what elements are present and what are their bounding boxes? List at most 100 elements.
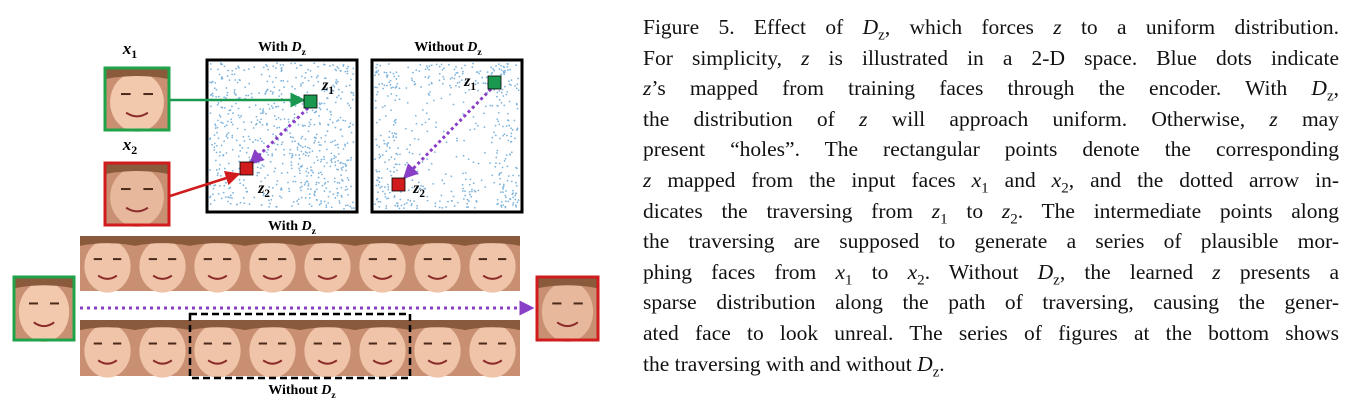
dot (395, 136, 398, 139)
face-skin (359, 323, 406, 378)
math: z (643, 168, 651, 192)
dot (344, 70, 347, 73)
dot (273, 142, 276, 145)
dot (395, 78, 398, 80)
dot (346, 204, 349, 207)
dot (304, 124, 306, 127)
dot (320, 89, 323, 91)
dot (501, 125, 504, 128)
dot (334, 144, 337, 147)
dot (275, 183, 278, 186)
face-image (245, 236, 300, 293)
dot (215, 169, 218, 171)
dot (350, 91, 353, 94)
dot (309, 69, 312, 72)
dot (237, 114, 240, 117)
label-var: D (291, 40, 302, 55)
math-var: z (1053, 15, 1062, 39)
dot (257, 161, 260, 164)
math-var: z (643, 76, 652, 101)
dot (341, 168, 343, 171)
dot (317, 172, 320, 174)
dot (412, 71, 414, 74)
dot (236, 81, 239, 84)
dot (516, 103, 518, 106)
dot (225, 97, 227, 99)
label-var: D (301, 219, 312, 234)
dot (447, 200, 449, 203)
math: z1 (932, 199, 948, 227)
dot (477, 89, 479, 92)
dot (220, 106, 223, 109)
dot (323, 158, 325, 161)
dot (344, 145, 347, 147)
dot (377, 184, 380, 186)
dot (438, 65, 441, 68)
dot (383, 71, 386, 74)
dot (313, 62, 316, 65)
dot (252, 141, 254, 143)
dot (413, 80, 416, 83)
caption-line: phing faces from x1 to x2. Without Dz, t… (643, 257, 1339, 288)
dot (413, 83, 416, 86)
dot (342, 148, 345, 150)
dot (500, 200, 503, 203)
dot (448, 63, 450, 66)
dot (307, 154, 310, 157)
dot (438, 206, 441, 209)
dot (227, 69, 229, 72)
dot (265, 124, 268, 126)
dot (384, 104, 386, 107)
dot (327, 195, 330, 198)
dot (326, 97, 328, 99)
dot (376, 71, 378, 74)
face-image (465, 320, 520, 378)
dot (456, 201, 459, 204)
dot (469, 128, 472, 131)
dot (273, 115, 276, 117)
dot (213, 146, 216, 149)
dot (342, 63, 345, 66)
dot (237, 65, 240, 68)
z1-point (487, 75, 502, 90)
caption-line: the traversing with and without Dz. (643, 349, 1339, 380)
arrow (169, 170, 241, 198)
dot (261, 140, 263, 143)
dot (486, 71, 489, 74)
dot (394, 204, 397, 207)
dot (250, 92, 253, 95)
dot (410, 129, 413, 132)
dot (308, 203, 311, 206)
math-var: z (643, 167, 652, 192)
dot (393, 139, 396, 142)
dot (271, 81, 274, 83)
caption-text: to (852, 259, 908, 284)
dot (409, 144, 412, 146)
dot (307, 188, 309, 190)
dot (515, 166, 517, 169)
dot (508, 83, 511, 86)
dot (312, 171, 315, 174)
dot (228, 79, 231, 81)
dot (339, 97, 342, 100)
dot (395, 71, 398, 74)
dot (215, 144, 218, 147)
face-image (135, 320, 190, 378)
dot (278, 89, 281, 92)
dot (330, 141, 332, 144)
dot (506, 112, 509, 115)
dot (411, 179, 414, 182)
hair (190, 320, 245, 331)
dot (344, 165, 347, 168)
dot (318, 106, 321, 109)
dot (348, 104, 351, 107)
caption-text: For simplicity, (643, 45, 802, 70)
dot (460, 67, 463, 70)
dot (510, 127, 512, 130)
dot (428, 65, 431, 68)
dot (334, 101, 337, 104)
dot (411, 152, 414, 155)
dot (275, 106, 277, 108)
dot (379, 134, 382, 137)
dot (326, 108, 329, 111)
